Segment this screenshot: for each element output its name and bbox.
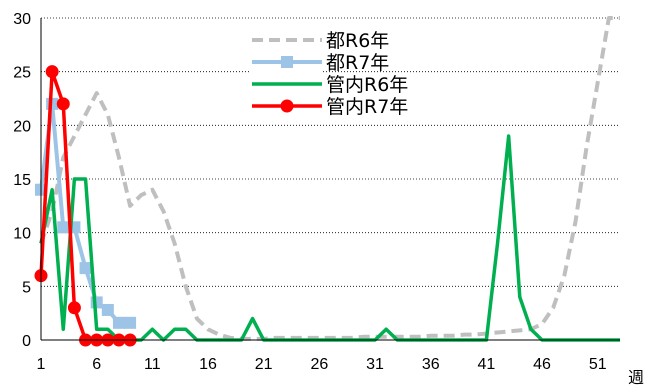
series-1 xyxy=(39,16,620,341)
x-tick-label: 41 xyxy=(477,356,495,373)
legend-marker xyxy=(281,56,293,68)
data-point-marker xyxy=(67,301,81,315)
x-tick-label: 31 xyxy=(366,356,384,373)
data-point-marker xyxy=(57,221,70,234)
x-tick-label: 6 xyxy=(92,356,101,373)
series-3 xyxy=(39,134,620,342)
x-axis-label: 週 xyxy=(628,368,644,385)
legend-label: 都R7年 xyxy=(326,52,389,74)
legend-item: 都R6年 xyxy=(250,29,389,52)
legend-item: 管内R6年 xyxy=(250,73,408,96)
gridlines xyxy=(41,17,620,287)
x-tick-label: 21 xyxy=(255,356,273,373)
y-tick-label: 15 xyxy=(13,172,31,189)
x-tick-labels: 1 6 11 16 21 26 31 36 41 46 51 xyxy=(37,356,607,373)
x-tick-label: 1 xyxy=(37,356,46,373)
data-point-marker xyxy=(45,65,59,79)
x-tick-label: 51 xyxy=(589,356,607,373)
y-tick-label: 30 xyxy=(13,11,31,28)
legend-marker xyxy=(280,99,294,113)
y-tick-label: 5 xyxy=(22,279,31,296)
y-tick-label: 25 xyxy=(13,65,31,82)
legend-label: 管内R6年 xyxy=(326,74,408,96)
data-point-marker xyxy=(124,316,137,329)
y-tick-label: 0 xyxy=(22,333,31,350)
axes xyxy=(40,18,620,341)
data-point-marker xyxy=(56,97,70,111)
series-line xyxy=(39,16,620,341)
legend-label: 都R6年 xyxy=(326,30,389,52)
x-tick-label: 11 xyxy=(144,356,161,373)
y-tick-label: 10 xyxy=(13,226,31,243)
x-tick-label: 46 xyxy=(533,356,551,373)
data-point-marker xyxy=(101,303,114,316)
x-tick-label: 16 xyxy=(199,356,217,373)
data-point-marker xyxy=(79,262,92,275)
y-tick-label: 20 xyxy=(13,118,31,135)
legend-label: 管内R7年 xyxy=(326,96,408,118)
data-point-marker xyxy=(112,316,125,329)
x-tick-label: 36 xyxy=(422,356,440,373)
legend-item: 管内R7年 xyxy=(250,95,408,118)
legend-item: 都R7年 xyxy=(250,51,389,74)
y-tick-labels: 0 5 10 15 20 25 30 xyxy=(13,11,31,350)
series-line xyxy=(39,134,620,342)
x-tick-label: 26 xyxy=(310,356,328,373)
